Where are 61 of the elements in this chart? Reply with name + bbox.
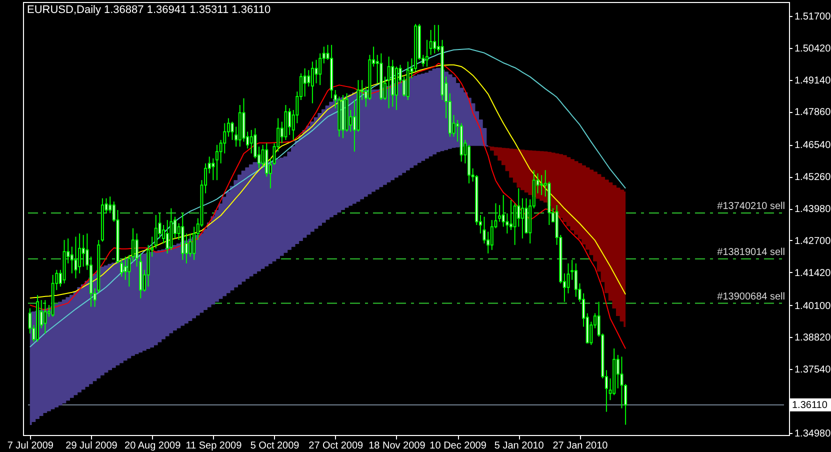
x-tick-label: 27 Jan 2010 bbox=[552, 440, 608, 452]
y-tick-label: 1.42700 bbox=[794, 236, 831, 247]
candlestick bbox=[188, 232, 192, 258]
candlestick bbox=[250, 129, 253, 154]
y-tick-label: 1.34980 bbox=[794, 428, 831, 440]
y-tick-label: 1.47860 bbox=[794, 107, 831, 118]
candlestick bbox=[132, 228, 134, 262]
candlestick bbox=[429, 29, 432, 56]
candlestick bbox=[510, 200, 512, 230]
candlestick bbox=[212, 158, 215, 181]
candlestick bbox=[566, 262, 570, 294]
candlestick bbox=[303, 68, 306, 98]
candlestick bbox=[120, 259, 124, 278]
candlestick bbox=[124, 256, 127, 280]
candlestick bbox=[154, 214, 158, 249]
y-tick-label: 1.38820 bbox=[794, 332, 831, 344]
candlestick bbox=[520, 198, 524, 239]
candlestick bbox=[44, 300, 47, 334]
candlestick bbox=[192, 226, 196, 260]
candlestick bbox=[216, 144, 218, 181]
x-tick-label: 20 Aug 2009 bbox=[124, 440, 182, 452]
y-tick-label: 1.50420 bbox=[794, 43, 831, 54]
candlestick bbox=[517, 188, 520, 228]
ref-line-label: #13900684 sell bbox=[717, 291, 785, 302]
candlestick bbox=[318, 52, 322, 86]
candlestick bbox=[620, 356, 624, 409]
x-tick-label: 29 Jul 2009 bbox=[66, 440, 118, 452]
candlestick bbox=[314, 59, 318, 84]
candlestick bbox=[540, 174, 544, 196]
candlestick bbox=[288, 108, 292, 136]
y-tick-label: 1.37540 bbox=[794, 364, 831, 376]
x-tick-label: 18 Nov 2009 bbox=[368, 440, 426, 452]
y-tick-label: 1.45260 bbox=[794, 172, 831, 184]
candlestick bbox=[74, 236, 78, 279]
candlestick bbox=[78, 232, 82, 274]
ref-line-label: 1.36110 bbox=[792, 400, 828, 411]
x-tick-label: 5 Oct 2009 bbox=[250, 440, 300, 452]
candlestick bbox=[82, 234, 85, 268]
ref-line-label: #13740210 sell bbox=[717, 201, 785, 212]
chart-title: EURUSD,Daily 1.36887 1.36941 1.35311 1.36110 bbox=[27, 4, 271, 16]
ref-line-label: #13819014 sell bbox=[717, 246, 785, 258]
y-tick-label: 1.43980 bbox=[794, 204, 831, 216]
y-tick-label: 1.40100 bbox=[794, 300, 831, 312]
x-tick-label: 27 Oct 2009 bbox=[308, 440, 364, 452]
candlestick bbox=[433, 24, 436, 54]
y-tick-label: 1.41420 bbox=[794, 268, 831, 279]
y-tick-label: 1.51700 bbox=[794, 11, 831, 22]
candlestick bbox=[426, 39, 428, 68]
x-tick-label: 5 Jan 2010 bbox=[494, 440, 544, 452]
candlestick bbox=[387, 56, 390, 109]
candlestick bbox=[265, 142, 268, 178]
x-tick-label: 11 Sep 2009 bbox=[186, 440, 242, 452]
line-series bbox=[29, 64, 626, 299]
x-tick-label: 10 Dec 2009 bbox=[430, 440, 487, 452]
candlestick bbox=[307, 70, 310, 88]
candlestick bbox=[310, 61, 314, 104]
y-tick-label: 1.49140 bbox=[794, 75, 831, 86]
candlestick bbox=[498, 204, 502, 222]
y-tick-label: 1.46540 bbox=[794, 140, 831, 152]
candlestick bbox=[128, 254, 131, 288]
x-tick-label: 7 Jul 2009 bbox=[7, 440, 54, 452]
